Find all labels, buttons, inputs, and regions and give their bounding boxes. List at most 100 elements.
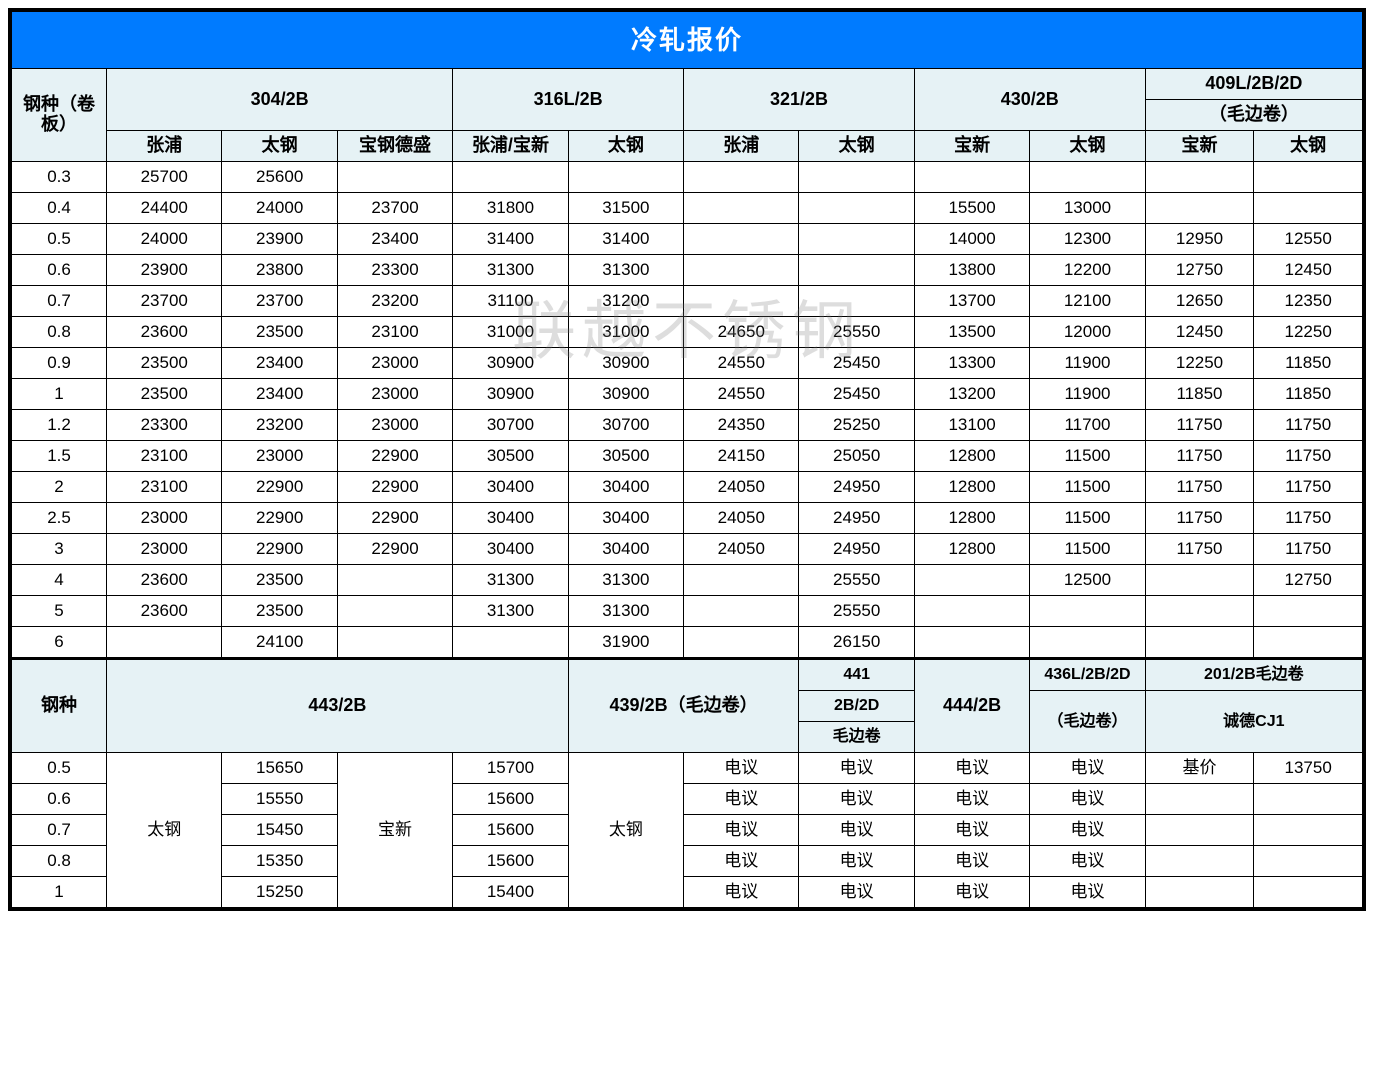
- price-cell: [684, 627, 799, 659]
- price-cell: 30400: [453, 503, 568, 534]
- price-cell: 24950: [799, 503, 914, 534]
- price-cell: 23500: [222, 317, 337, 348]
- price-cell: 11750: [1145, 441, 1254, 472]
- price-cell: 31000: [568, 317, 683, 348]
- row-label-2: 钢种: [12, 659, 107, 753]
- price-cell: [914, 596, 1029, 627]
- price-cell: [684, 162, 799, 193]
- price-cell: 12650: [1145, 286, 1254, 317]
- price-cell: [799, 162, 914, 193]
- price-cell: 22900: [337, 503, 452, 534]
- price-cell: [1030, 627, 1145, 659]
- cell: 电议: [799, 815, 914, 846]
- thickness-cell: 0.9: [12, 348, 107, 379]
- sub-header: 太钢: [799, 131, 914, 162]
- price-cell: 25450: [799, 379, 914, 410]
- price-cell: 12950: [1145, 224, 1254, 255]
- thickness-cell: 0.8: [12, 317, 107, 348]
- price-cell: [684, 193, 799, 224]
- price-cell: 31400: [453, 224, 568, 255]
- price-cell: 13500: [914, 317, 1029, 348]
- price-cell: [337, 162, 452, 193]
- sub-header: 宝新: [914, 131, 1029, 162]
- sub-header: 宝钢德盛: [337, 131, 452, 162]
- cell: 电议: [799, 753, 914, 784]
- price-cell: 12750: [1145, 255, 1254, 286]
- price-cell: 24000: [222, 193, 337, 224]
- cell: 15250: [222, 877, 337, 908]
- price-cell: 25050: [799, 441, 914, 472]
- price-cell: 24100: [222, 627, 337, 659]
- price-cell: [1145, 627, 1254, 659]
- price-cell: 12250: [1145, 348, 1254, 379]
- price-cell: 23300: [107, 410, 222, 441]
- thickness-cell: 4: [12, 565, 107, 596]
- price-cell: 23600: [107, 565, 222, 596]
- thickness-cell: 0.6: [12, 255, 107, 286]
- price-cell: 11750: [1145, 503, 1254, 534]
- price-cell: 11750: [1254, 534, 1363, 565]
- price-cell: [1145, 596, 1254, 627]
- price-cell: 23000: [222, 441, 337, 472]
- price-cell: 12450: [1254, 255, 1363, 286]
- price-cell: [1254, 162, 1363, 193]
- price-table: 冷轧报价 钢种（卷板） 304/2B 316L/2B 321/2B 430/2B…: [11, 11, 1363, 908]
- cell: 电议: [914, 784, 1029, 815]
- price-cell: 30400: [453, 534, 568, 565]
- price-cell: 12000: [1030, 317, 1145, 348]
- cell: 电议: [684, 815, 799, 846]
- price-cell: 24550: [684, 348, 799, 379]
- price-cell: 23400: [222, 348, 337, 379]
- cell: 0.8: [12, 846, 107, 877]
- price-cell: 12350: [1254, 286, 1363, 317]
- price-cell: 30400: [568, 503, 683, 534]
- price-cell: 11900: [1030, 379, 1145, 410]
- price-cell: 23500: [222, 596, 337, 627]
- price-cell: [453, 162, 568, 193]
- price-cell: [684, 255, 799, 286]
- sub-header: 宝新: [1145, 131, 1254, 162]
- price-cell: 30500: [453, 441, 568, 472]
- price-cell: 23900: [222, 224, 337, 255]
- price-cell: [1145, 193, 1254, 224]
- price-cell: [1254, 627, 1363, 659]
- price-cell: 13700: [914, 286, 1029, 317]
- sub-header: 张浦/宝新: [453, 131, 568, 162]
- grp-441c: 毛边卷: [799, 722, 914, 753]
- cell: 0.5: [12, 753, 107, 784]
- price-cell: 24950: [799, 472, 914, 503]
- price-cell: 31300: [453, 596, 568, 627]
- grp-304: 304/2B: [107, 69, 453, 131]
- price-cell: [914, 627, 1029, 659]
- thickness-cell: 3: [12, 534, 107, 565]
- cell: 电议: [914, 815, 1029, 846]
- price-cell: 23000: [337, 379, 452, 410]
- price-cell: 25250: [799, 410, 914, 441]
- price-cell: 30400: [568, 472, 683, 503]
- thickness-cell: 1.5: [12, 441, 107, 472]
- row-label-1: 钢种（卷板）: [12, 69, 107, 162]
- cell: 15400: [453, 877, 568, 908]
- price-cell: 24400: [107, 193, 222, 224]
- price-cell: 11850: [1254, 348, 1363, 379]
- price-cell: 31800: [453, 193, 568, 224]
- cell: [1254, 784, 1363, 815]
- price-cell: 12800: [914, 441, 1029, 472]
- price-cell: 31200: [568, 286, 683, 317]
- cell: 0.7: [12, 815, 107, 846]
- price-cell: 23200: [222, 410, 337, 441]
- cell: [1254, 877, 1363, 908]
- price-cell: 23100: [107, 441, 222, 472]
- cell: 15550: [222, 784, 337, 815]
- price-cell: 11750: [1254, 503, 1363, 534]
- grp-409-a: 409L/2B/2D: [1145, 69, 1362, 100]
- cell: 电议: [799, 877, 914, 908]
- price-cell: 31500: [568, 193, 683, 224]
- grp-201a: 201/2B毛边卷: [1145, 659, 1362, 691]
- cell: 太钢: [568, 753, 683, 908]
- price-cell: 31300: [568, 596, 683, 627]
- price-cell: 11500: [1030, 534, 1145, 565]
- sub-header: 太钢: [222, 131, 337, 162]
- cell: 电议: [684, 846, 799, 877]
- price-cell: 31900: [568, 627, 683, 659]
